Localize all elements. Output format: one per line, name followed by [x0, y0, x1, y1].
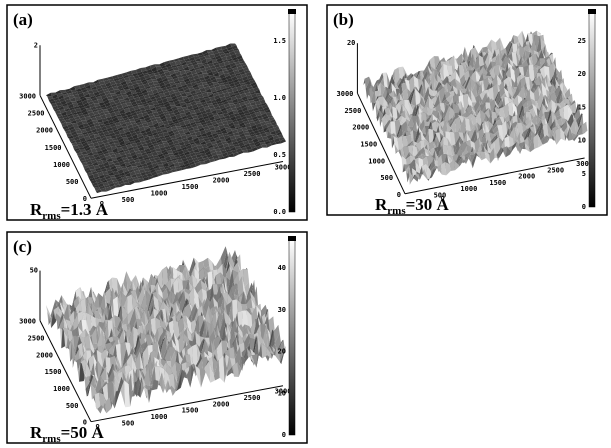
rms-main: R [375, 195, 388, 214]
x-tick-label: 1500 [182, 183, 199, 191]
z-label: 20 [347, 39, 355, 47]
colorbar-cap [288, 236, 296, 241]
x-tick-label: 1500 [489, 179, 506, 187]
x-tick-label: 2500 [547, 166, 564, 174]
colorbar-tick-label: 5 [582, 170, 586, 178]
y-tick-label: 2500 [28, 334, 45, 342]
y-tick-label: 2500 [28, 109, 45, 117]
surface [46, 246, 286, 413]
colorbar-cap [288, 9, 296, 14]
x-tick-label: 1500 [182, 407, 199, 415]
colorbar-tick-label: 1.0 [273, 94, 286, 102]
colorbar [589, 13, 595, 207]
rms-label: Rrms=30 Å [375, 195, 450, 217]
colorbar-tick-label: 40 [278, 264, 286, 272]
rms-label: Rrms=1.3 Å [30, 200, 109, 222]
y-tick-label: 0 [397, 191, 401, 199]
x-tick-label: 500 [122, 419, 135, 427]
rms-rest: =30 Å [406, 195, 450, 214]
colorbar-tick-label: 10 [578, 137, 586, 145]
y-tick-label: 500 [380, 174, 393, 182]
y-tick-label: 2000 [352, 124, 369, 132]
y-tick-label: 2500 [344, 107, 361, 115]
colorbar-tick-label: 30 [278, 306, 286, 314]
y-tick-label: 3000 [337, 90, 354, 98]
x-tick-label: 2500 [244, 394, 261, 402]
y-tick-label: 2000 [36, 351, 53, 359]
x-tick-label: 2000 [518, 173, 535, 181]
surface-cell [440, 57, 446, 61]
x-tick-label: 1000 [151, 413, 168, 421]
x-tick-label: 2000 [213, 176, 230, 184]
rms-sub: rms [387, 205, 406, 217]
rms-sub: rms [42, 210, 61, 222]
x-tick-label: 1000 [460, 185, 477, 193]
colorbar-tick-label: 1.5 [273, 37, 286, 45]
colorbar [289, 13, 295, 212]
y-tick-label: 500 [66, 402, 79, 410]
colorbar [289, 240, 295, 435]
colorbar-tick-label: 20 [278, 348, 286, 356]
panel-label: (b) [333, 10, 354, 29]
colorbar-tick-label: 10 [278, 389, 286, 397]
colorbar-tick-label: 0.0 [273, 208, 286, 216]
colorbar-tick-label: 15 [578, 103, 586, 111]
rms-rest: =50 Å [61, 423, 105, 442]
x-tick-label: 500 [122, 196, 135, 204]
rms-rest: =1.3 Å [61, 200, 109, 219]
colorbar-tick-label: 20 [578, 70, 586, 78]
y-tick-label: 3000 [19, 318, 36, 326]
x-tick-label: 1000 [151, 189, 168, 197]
colorbar-tick-label: 25 [578, 37, 586, 45]
y-tick-label: 1500 [360, 141, 377, 149]
surface [363, 31, 587, 185]
colorbar-tick-label: 0 [582, 203, 586, 211]
colorbar-tick-label: 0.5 [273, 151, 286, 159]
y-tick-label: 3000 [19, 92, 36, 100]
y-tick-label: 500 [66, 178, 79, 186]
y-tick-label: 2000 [36, 127, 53, 135]
y-tick-label: 1000 [53, 385, 70, 393]
x-tick-label: 2000 [213, 400, 230, 408]
y-tick-label: 1500 [45, 144, 62, 152]
rms-sub: rms [42, 433, 61, 445]
colorbar-tick-label: 0 [282, 431, 286, 439]
figure: (a)2300025002000150010005000500100015002… [0, 0, 611, 448]
rms-main: R [30, 423, 43, 442]
colorbar-cap [588, 9, 596, 14]
z-label: 50 [30, 267, 38, 275]
panel-label: (a) [13, 10, 33, 29]
y-tick-label: 1500 [45, 368, 62, 376]
rms-main: R [30, 200, 43, 219]
y-tick-label: 1000 [368, 157, 385, 165]
panel-label: (c) [13, 237, 32, 256]
z-label: 2 [34, 41, 38, 49]
y-tick-label: 1000 [53, 161, 70, 169]
rms-label: Rrms=50 Å [30, 423, 105, 445]
x-tick-label: 2500 [244, 170, 261, 178]
